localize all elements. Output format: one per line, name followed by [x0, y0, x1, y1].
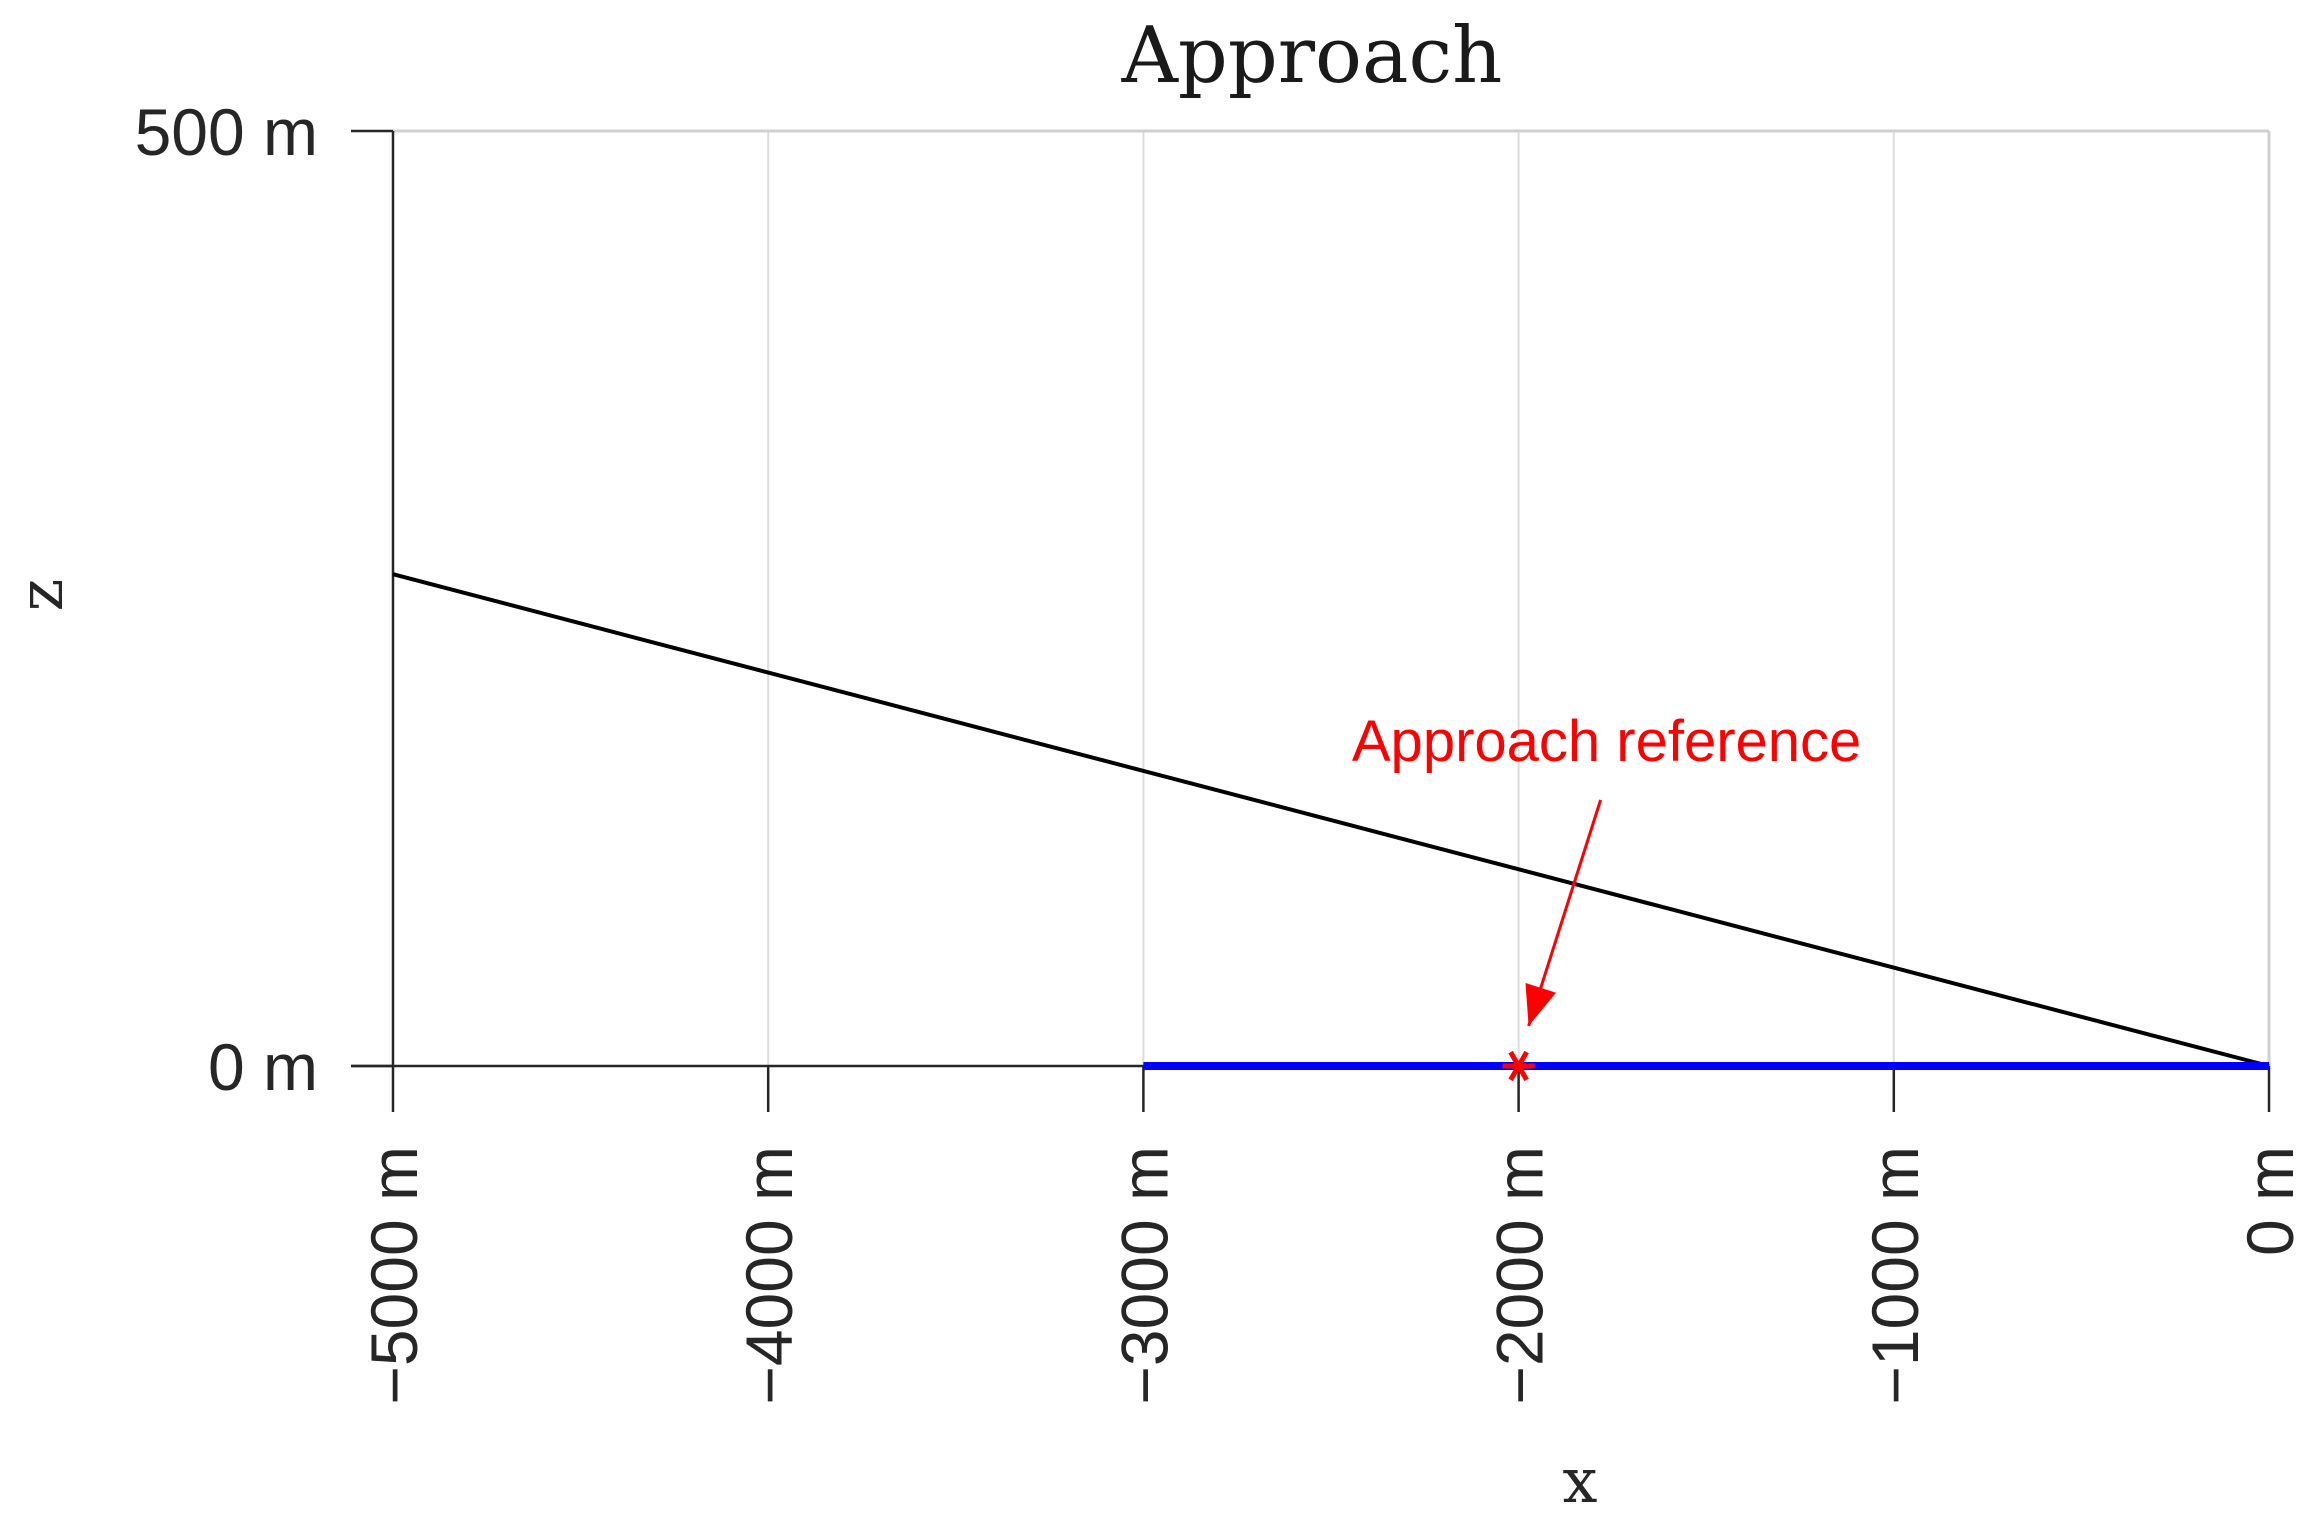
- annotation: Approach reference: [1352, 709, 1861, 1082]
- y-axis-label: z: [4, 579, 77, 612]
- annotation-arrow-head: [1525, 983, 1556, 1026]
- y-tick-label-1: 500 m: [135, 95, 318, 169]
- annotation-marker-stroke-2: [1508, 1050, 1529, 1082]
- series-line-0: [392, 572, 2270, 1068]
- x-tick-label-2: −3000 m: [1107, 1146, 1181, 1405]
- series-lines: [392, 572, 2270, 1070]
- annotation-label: Approach reference: [1352, 709, 1861, 774]
- x-tick-label-4: −1000 m: [1858, 1146, 1932, 1405]
- chart-title: Approach: [1121, 11, 1503, 101]
- axes: [351, 129, 2271, 1112]
- tick-labels: 0 m 500 m −5000 m −4000 m −3000 m −2000 m −100…: [135, 95, 2307, 1405]
- grid-lines: [392, 131, 2270, 1066]
- x-tick-label-0: −5000 m: [357, 1146, 431, 1405]
- x-tick-label-3: −2000 m: [1483, 1146, 1557, 1405]
- x-tick-label-5: 0 m: [2233, 1146, 2307, 1256]
- x-tick-label-1: −4000 m: [732, 1146, 806, 1405]
- x-axis-label: x: [1563, 1444, 1598, 1517]
- y-tick-label-0: 0 m: [208, 1030, 318, 1104]
